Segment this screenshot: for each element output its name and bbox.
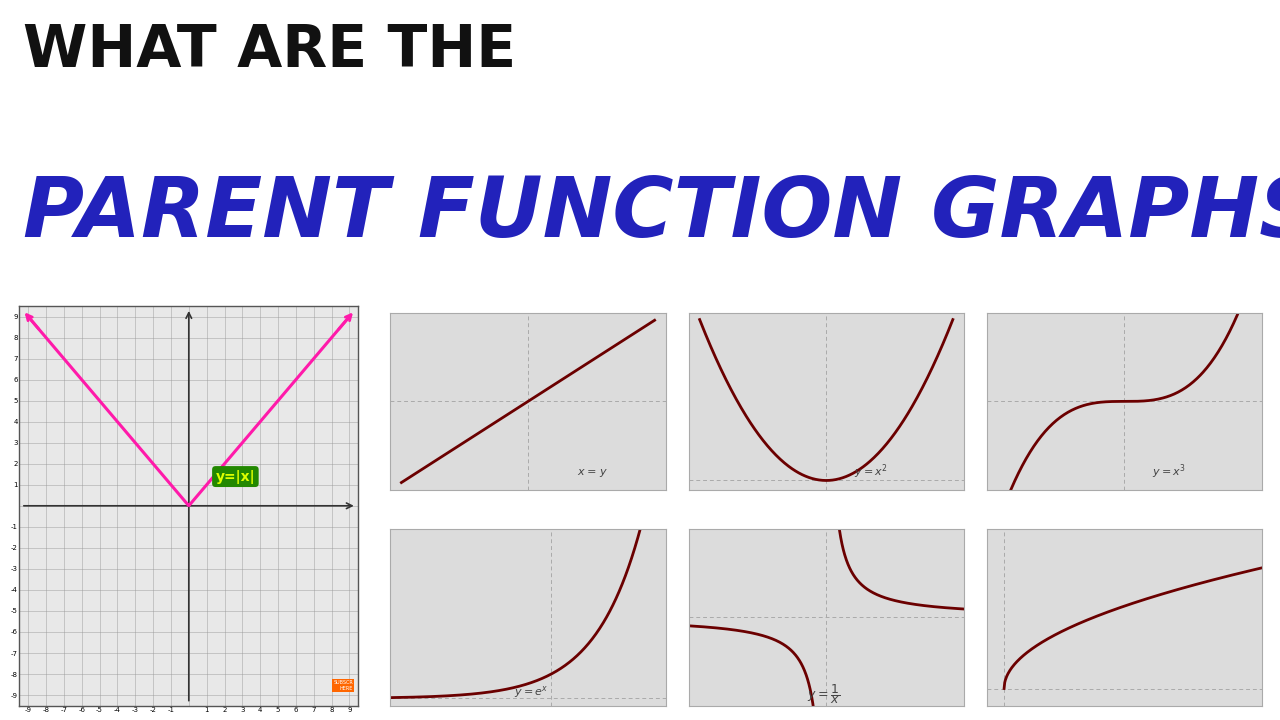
Text: QUADRATIC: QUADRATIC <box>781 289 872 303</box>
Text: LINEAR: LINEAR <box>499 289 557 303</box>
Text: ABSOLUTE VALUE: ABSOLUTE VALUE <box>108 279 270 297</box>
Text: y=|x|: y=|x| <box>215 469 255 484</box>
Text: INVERSE: INVERSE <box>792 505 860 519</box>
Text: WHAT ARE THE: WHAT ARE THE <box>23 22 516 78</box>
Text: CUBIC: CUBIC <box>1101 289 1148 303</box>
Text: SQUARE ROOT: SQUARE ROOT <box>1068 505 1181 519</box>
Text: + TRANSFORMATIONS: + TRANSFORMATIONS <box>687 56 1204 99</box>
Text: PARENT FUNCTION GRAPHS?: PARENT FUNCTION GRAPHS? <box>23 173 1280 253</box>
Text: x = y: x = y <box>577 467 607 477</box>
Text: $y = \dfrac{1}{x}$: $y = \dfrac{1}{x}$ <box>806 682 840 706</box>
Text: $y = e^x$: $y = e^x$ <box>515 684 549 700</box>
Text: EXPONENTIAL: EXPONENTIAL <box>474 505 582 519</box>
Text: $y=x^3$: $y=x^3$ <box>1152 462 1185 481</box>
Text: $y=x^2$: $y=x^2$ <box>854 462 887 481</box>
Text: SUBSCR
HERE: SUBSCR HERE <box>333 680 353 691</box>
